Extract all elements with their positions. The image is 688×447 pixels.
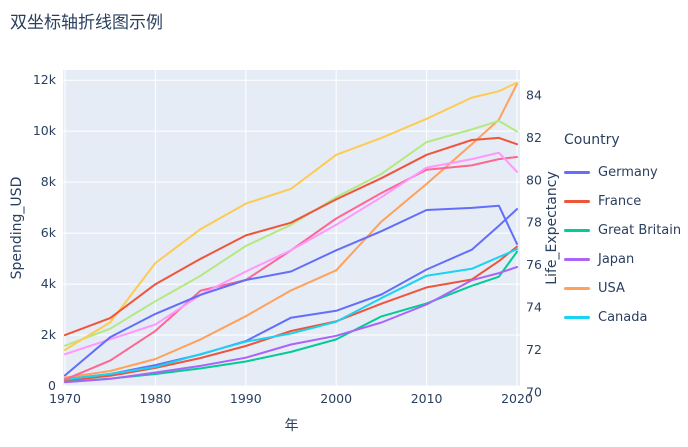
y-right-tick-label: 78	[526, 215, 542, 230]
legend: Country Germany France Great Britain Japan U…	[564, 132, 681, 332]
y-left-tick-label: 6k	[41, 225, 57, 240]
legend-swatch	[564, 171, 590, 174]
legend-label: France	[598, 194, 642, 209]
series-group	[64, 81, 518, 384]
y-right-tick-label: 74	[526, 300, 542, 315]
y-left-tick-label: 8k	[41, 174, 57, 189]
x-axis-title: 年	[284, 418, 299, 434]
series-line-great-britain-spending_usd	[64, 250, 518, 383]
y-right-tick-label: 80	[526, 172, 542, 187]
x-tick-label: 1970	[49, 391, 81, 406]
legend-items: Germany France Great Britain Japan USA Canada	[564, 158, 681, 332]
y-left-tick-label: 12k	[33, 72, 57, 87]
legend-item-canada[interactable]: Canada	[564, 303, 681, 332]
legend-title: Country	[564, 132, 620, 148]
y-right-tick-label: 72	[526, 342, 542, 357]
y-left-tick-label: 4k	[41, 276, 57, 291]
legend-swatch	[564, 316, 590, 319]
y-left-tick-label: 0	[48, 378, 56, 393]
x-tick-label: 1980	[139, 391, 171, 406]
series-line-canada-life_expectancy	[64, 136, 518, 337]
legend-item-japan[interactable]: Japan	[564, 245, 681, 274]
x-tick-label: 2000	[320, 391, 352, 406]
legend-swatch	[564, 287, 590, 290]
y-right-tick-label: 70	[526, 384, 542, 399]
y-right-tick-label: 82	[526, 130, 542, 145]
x-tick-label: 2010	[411, 391, 443, 406]
y-left-tick-label: 2k	[41, 327, 57, 342]
series-line-usa-life_expectancy	[64, 204, 518, 377]
y-right-tick-label: 76	[526, 257, 542, 272]
legend-item-usa[interactable]: USA	[564, 274, 681, 303]
legend-swatch	[564, 200, 590, 203]
legend-label: Canada	[598, 310, 648, 325]
y-left-tick-label: 10k	[33, 123, 57, 138]
series-line-great-britain-life_expectancy	[64, 151, 518, 356]
series-line-france-spending_usd	[64, 245, 518, 382]
series-line-germany-life_expectancy	[64, 156, 518, 381]
plot-area[interactable]	[63, 70, 520, 386]
series-line-germany-spending_usd	[64, 208, 518, 381]
legend-label: Japan	[598, 252, 635, 267]
legend-item-great-britain[interactable]: Great Britain	[564, 216, 681, 245]
series-line-japan-spending_usd	[64, 266, 518, 384]
x-tick-label: 2020	[501, 391, 533, 406]
legend-label: Germany	[598, 165, 658, 180]
legend-item-france[interactable]: France	[564, 187, 681, 216]
x-tick-label: 1990	[230, 391, 262, 406]
legend-item-germany[interactable]: Germany	[564, 158, 681, 187]
series-line-japan-life_expectancy	[64, 81, 518, 351]
series-line-canada-spending_usd	[64, 248, 518, 381]
legend-swatch	[564, 229, 590, 232]
legend-label: USA	[598, 281, 625, 296]
chart-title: 双坐标轴折线图示例	[10, 13, 163, 33]
legend-swatch	[564, 258, 590, 261]
y-right-tick-label: 84	[526, 87, 542, 102]
legend-label: Great Britain	[598, 223, 682, 238]
